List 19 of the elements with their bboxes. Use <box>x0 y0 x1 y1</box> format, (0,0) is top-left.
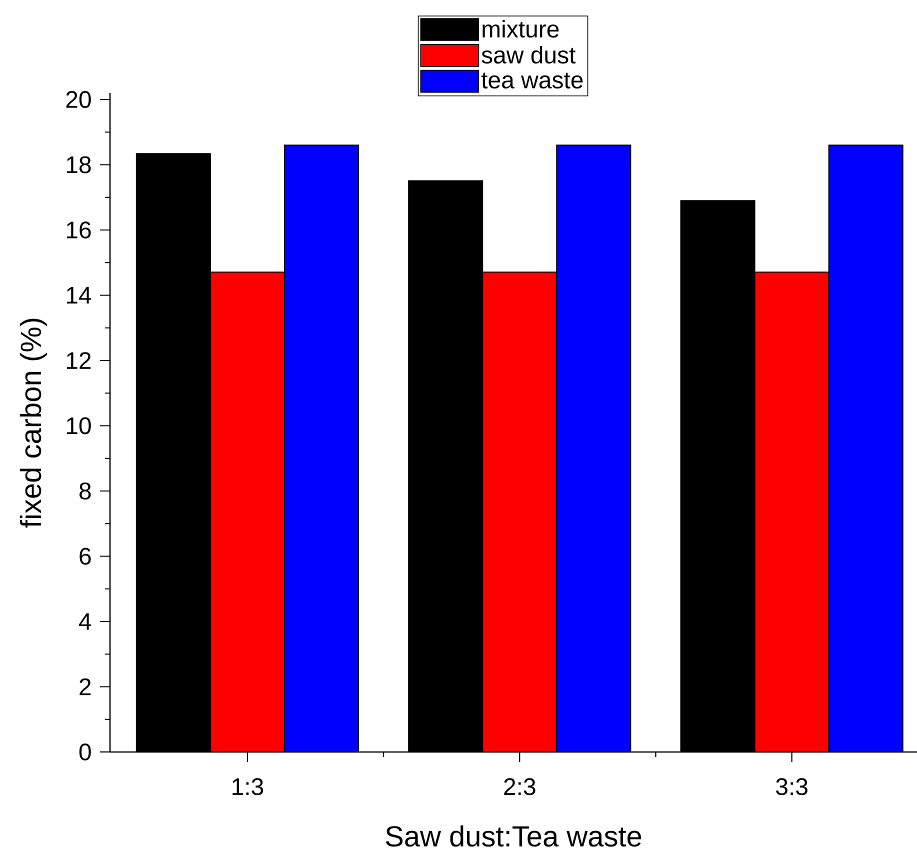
y-tick-label: 0 <box>79 743 91 760</box>
y-tick-label: 4 <box>79 613 92 630</box>
x-tick-label: 1:3 <box>232 778 264 796</box>
y-tick-label: 16 <box>66 222 91 238</box>
y-tick-label: 12 <box>66 352 91 369</box>
y-tick-label: 20 <box>66 91 91 108</box>
x-tick-label: 2:3 <box>504 778 536 796</box>
legend-label: tea waste <box>481 72 583 89</box>
x-axis-title: Saw dust:Tea waste <box>386 825 642 847</box>
y-tick-label: 2 <box>80 678 91 696</box>
y-tick-label: 10 <box>66 417 91 434</box>
y-axis-title: fixed carbon (%) <box>20 318 47 528</box>
y-tick-label: 8 <box>80 482 91 500</box>
y-tick-label: 14 <box>66 286 92 304</box>
y-tick-label: 6 <box>80 548 91 565</box>
y-tick-label: 18 <box>66 156 91 174</box>
x-tick-label: 3:3 <box>776 778 808 796</box>
legend-label: saw dust <box>482 46 576 64</box>
legend-label: mixture <box>482 20 559 38</box>
